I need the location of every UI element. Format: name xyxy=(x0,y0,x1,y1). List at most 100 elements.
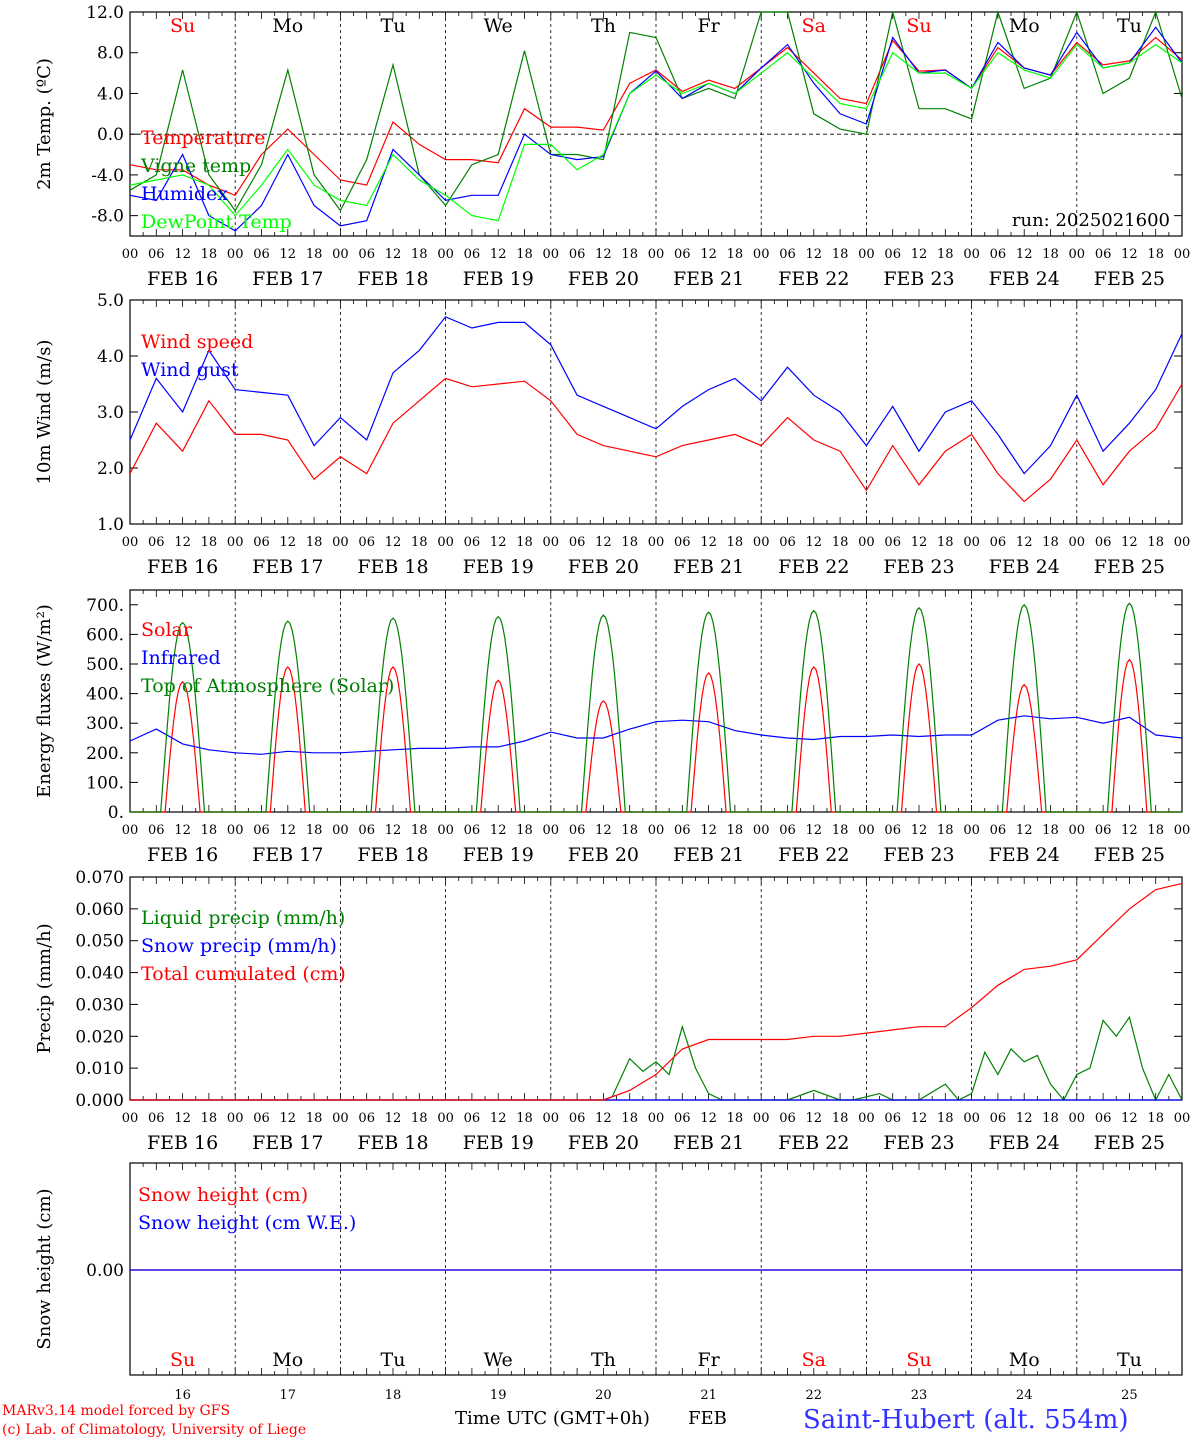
hour-tick-label: 18 xyxy=(411,1111,428,1126)
hour-tick-label: 06 xyxy=(990,823,1007,838)
hour-tick-label: 06 xyxy=(358,1111,375,1126)
hour-tick-label: 00 xyxy=(122,247,139,262)
hour-tick-label: 12 xyxy=(490,823,507,838)
hour-tick-label: 06 xyxy=(990,535,1007,550)
hour-tick-label: 12 xyxy=(1016,535,1033,550)
hour-tick-label: 12 xyxy=(700,247,717,262)
weekday-label: Mo xyxy=(1009,15,1040,37)
hour-tick-label: 18 xyxy=(411,247,428,262)
hour-tick-label: 00 xyxy=(963,823,980,838)
date-label: FEB 21 xyxy=(673,1132,744,1154)
hour-tick-label: 18 xyxy=(1042,1111,1059,1126)
date-label: FEB 24 xyxy=(989,556,1060,578)
hour-tick-label: 12 xyxy=(490,535,507,550)
hour-tick-label: 06 xyxy=(148,1111,165,1126)
hour-tick-label: 00 xyxy=(332,1111,349,1126)
hour-tick-label: 00 xyxy=(858,247,875,262)
panel-temp: 12.0 8.0 4.0 0.0 -4.0 -8.0 2m Temp. (ºC) Temper… xyxy=(34,3,1190,290)
hour-tick-label: 18 xyxy=(937,247,954,262)
hour-tick-label: 12 xyxy=(174,247,191,262)
date-label: FEB 18 xyxy=(357,556,428,578)
y-tick-label: 100. xyxy=(86,773,124,793)
hour-tick-label: 06 xyxy=(1095,535,1112,550)
y-tick-label: 300. xyxy=(86,714,124,734)
y-tick-label: 0.040 xyxy=(75,964,124,984)
y-tick-label: 4.0 xyxy=(97,347,124,367)
hour-tick-label: 00 xyxy=(437,535,454,550)
date-label: FEB 17 xyxy=(252,268,323,290)
weekday-label: Fr xyxy=(697,1349,720,1371)
y-tick-label: 12.0 xyxy=(86,3,124,23)
hour-tick-label: 12 xyxy=(595,247,612,262)
hour-tick-label: 18 xyxy=(1042,247,1059,262)
y-tick-label: 200. xyxy=(86,744,124,764)
hour-tick-label: 06 xyxy=(464,823,481,838)
date-label: FEB 20 xyxy=(568,556,639,578)
weekday-label: Th xyxy=(591,15,616,37)
date-label: FEB 18 xyxy=(357,268,428,290)
hour-tick-label: 12 xyxy=(174,535,191,550)
hour-tick-label: 06 xyxy=(779,535,796,550)
hour-tick-label: 12 xyxy=(385,823,402,838)
weekday-label: Su xyxy=(906,15,931,37)
legend-entry: Liquid precip (mm/h) xyxy=(141,907,345,929)
hour-tick-label: 12 xyxy=(1121,247,1138,262)
hour-tick-label: 12 xyxy=(700,823,717,838)
day-number-label: 23 xyxy=(911,1388,928,1403)
hour-tick-label: 12 xyxy=(1016,823,1033,838)
hour-tick-label: 12 xyxy=(911,823,928,838)
run-label: run: 2025021600 xyxy=(1012,210,1170,231)
date-label: FEB 19 xyxy=(463,1132,534,1154)
hour-tick-label: 00 xyxy=(437,823,454,838)
hour-tick-label: 00 xyxy=(858,535,875,550)
legend-entry: Temperature xyxy=(141,127,265,149)
y-axis-label: Precip (mm/h) xyxy=(34,923,55,1053)
date-label: FEB 18 xyxy=(357,844,428,866)
date-label: FEB 21 xyxy=(673,556,744,578)
hour-tick-label: 12 xyxy=(911,247,928,262)
hour-tick-label: 12 xyxy=(595,1111,612,1126)
weekday-label: Tu xyxy=(381,15,406,37)
hour-tick-label: 12 xyxy=(806,247,823,262)
legend-entry: Snow height (cm) xyxy=(138,1184,308,1206)
legend-entry: Wind speed xyxy=(141,331,253,353)
date-label: FEB 22 xyxy=(778,556,849,578)
panel-energy: 700. 600. 500. 400. 300. 200. 100. 0. Energy flu… xyxy=(34,589,1190,866)
legend-entry: Vigne temp xyxy=(140,155,251,177)
y-tick-label: 0.020 xyxy=(75,1027,124,1047)
hour-tick-label: 00 xyxy=(1174,535,1191,550)
hour-tick-label: 12 xyxy=(595,535,612,550)
hour-tick-label: 18 xyxy=(1147,247,1164,262)
date-label: FEB 16 xyxy=(147,844,218,866)
hour-tick-label: 06 xyxy=(674,1111,691,1126)
series-line-wind-gust xyxy=(129,316,1183,475)
weekday-label: Tu xyxy=(1117,1349,1142,1371)
hour-tick-label: 12 xyxy=(280,823,297,838)
date-label: FEB 22 xyxy=(778,844,849,866)
hour-tick-label: 18 xyxy=(727,823,744,838)
legend-entry: Snow precip (mm/h) xyxy=(141,935,337,957)
hour-tick-label: 00 xyxy=(122,1111,139,1126)
hour-tick-label: 12 xyxy=(1121,823,1138,838)
hour-tick-label: 12 xyxy=(1121,535,1138,550)
hour-tick-label: 00 xyxy=(437,247,454,262)
hour-tick-label: 18 xyxy=(621,1111,638,1126)
hour-tick-label: 06 xyxy=(464,247,481,262)
series-line-temperature xyxy=(129,36,1183,197)
hour-tick-label: 18 xyxy=(516,535,533,550)
legend-entry: Solar xyxy=(141,619,193,641)
date-label: FEB 23 xyxy=(883,1132,954,1154)
y-tick-label: 0.010 xyxy=(75,1059,124,1079)
hour-tick-label: 06 xyxy=(569,1111,586,1126)
hour-tick-label: 00 xyxy=(753,535,770,550)
date-label: FEB 25 xyxy=(1094,556,1165,578)
hour-tick-label: 00 xyxy=(332,247,349,262)
day-number-label: 19 xyxy=(490,1388,507,1403)
y-tick-label: -4.0 xyxy=(91,166,124,186)
y-tick-label: 5.0 xyxy=(97,291,124,311)
series-line-dewpoint-temp xyxy=(129,43,1183,222)
hour-tick-label: 06 xyxy=(990,1111,1007,1126)
y-tick-label: 3.0 xyxy=(97,403,124,423)
date-label: FEB 19 xyxy=(463,268,534,290)
day-number-label: 16 xyxy=(174,1388,191,1403)
